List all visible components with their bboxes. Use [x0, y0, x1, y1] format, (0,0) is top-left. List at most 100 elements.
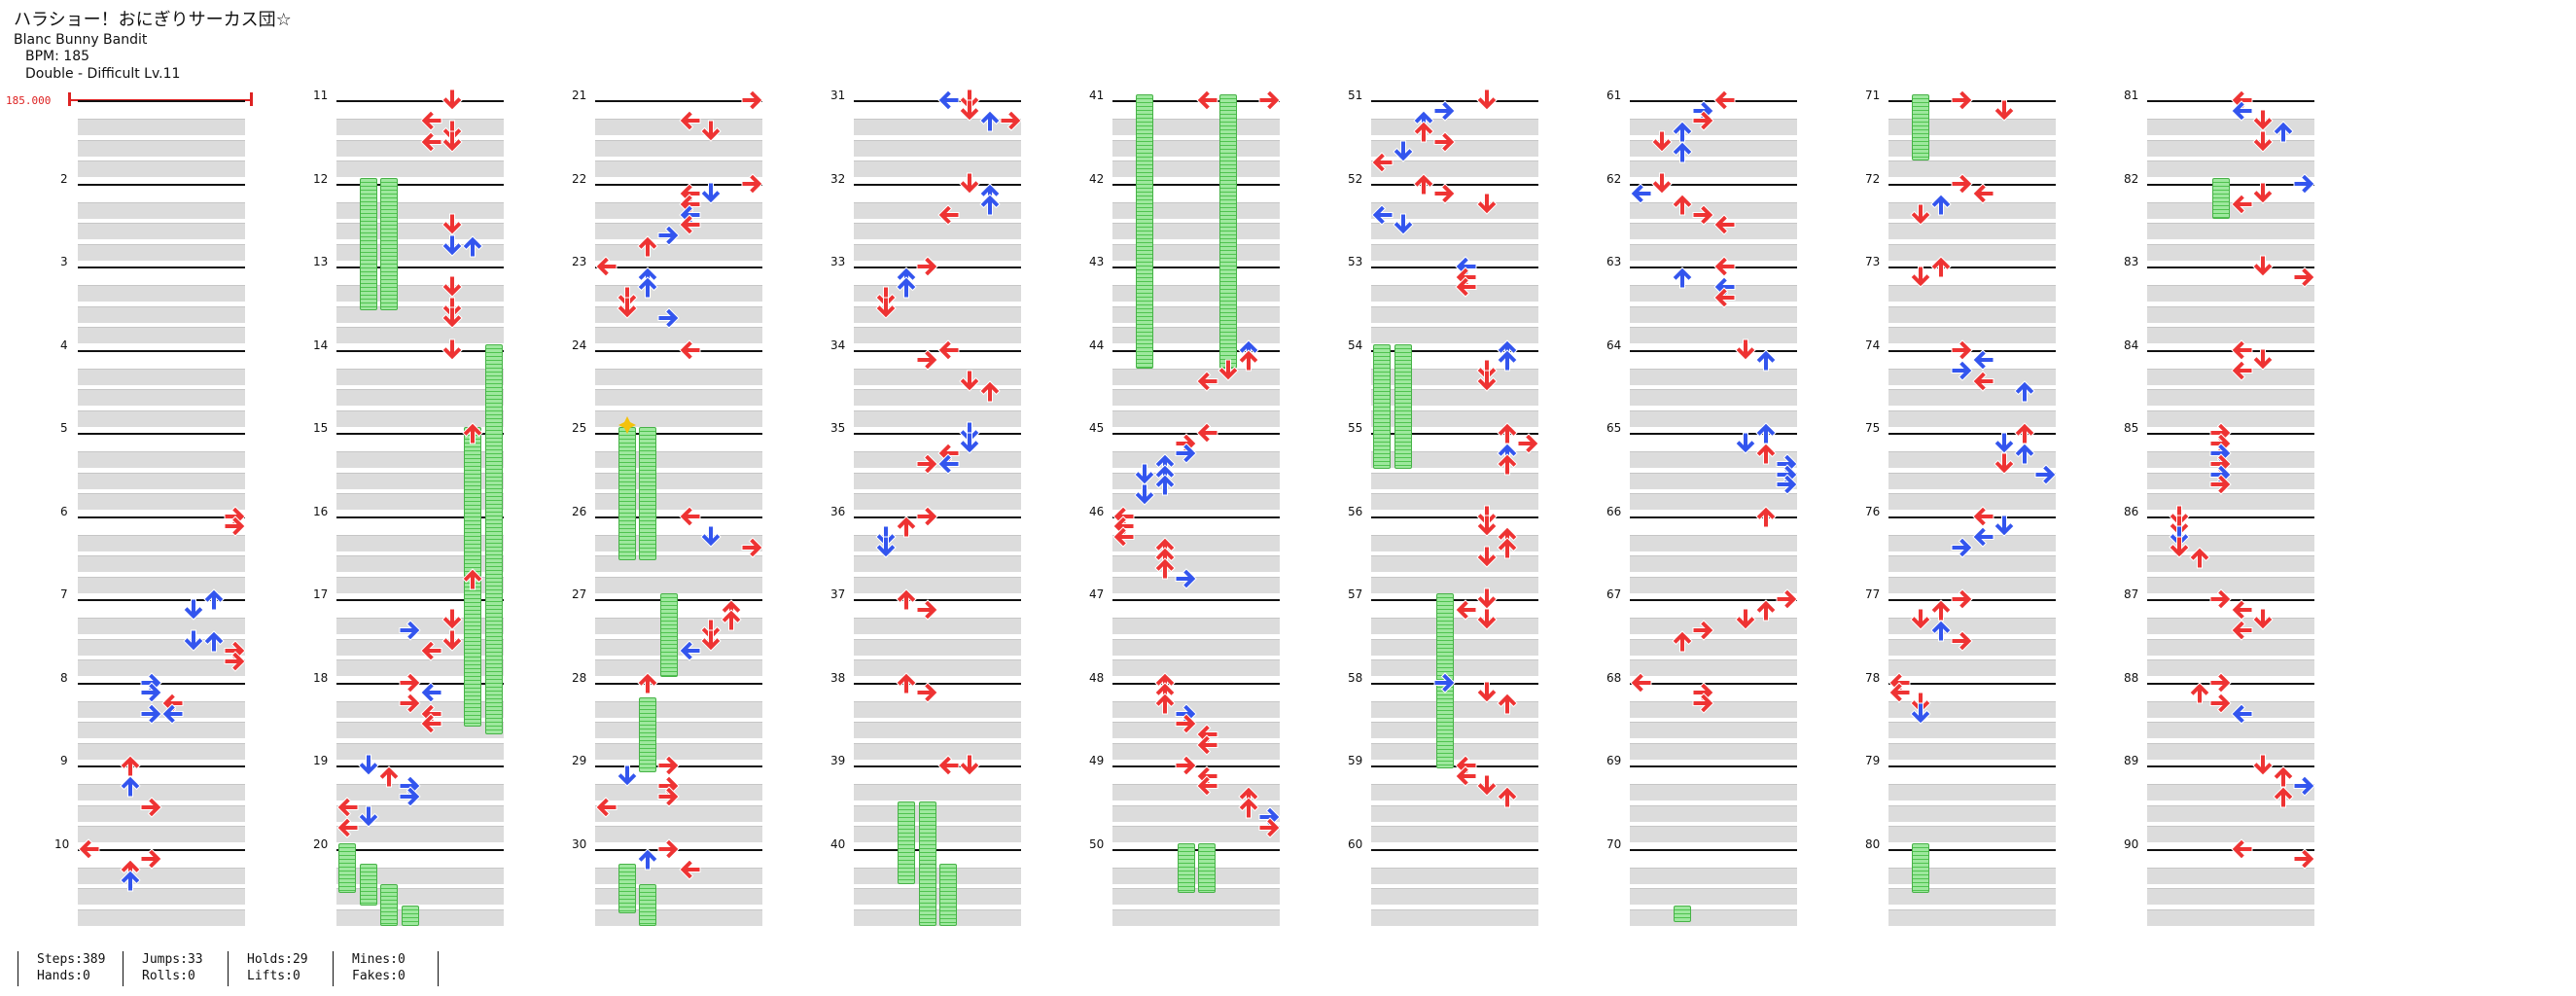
stat-hands: Hands:0 — [37, 969, 90, 983]
measure-number: 82 — [2124, 171, 2139, 186]
beat-stripe — [1888, 555, 2056, 573]
hold-note — [618, 427, 636, 560]
measure-line — [1112, 100, 1280, 102]
beat-stripe — [1630, 638, 1797, 656]
beat-stripe — [1888, 305, 2056, 323]
beat-stripe — [336, 160, 504, 178]
measure-number: 76 — [1865, 504, 1881, 518]
beat-stripe — [78, 305, 245, 323]
beat-stripe — [1371, 867, 1538, 884]
measure-line — [1371, 183, 1538, 186]
arrow-up-icon — [637, 848, 658, 871]
measure-line — [2147, 433, 2314, 435]
beat-stripe — [336, 700, 504, 718]
measure-number: 81 — [2124, 89, 2139, 102]
beat-stripe — [854, 700, 1021, 718]
arrow-up-icon — [1755, 505, 1777, 527]
beat-stripe — [595, 305, 762, 323]
arrow-right-icon — [399, 620, 421, 641]
arrow-left-icon — [937, 203, 960, 226]
beat-stripe — [2147, 784, 2314, 801]
arrow-right-icon — [140, 848, 162, 870]
measure-number: 85 — [2124, 421, 2139, 435]
beat-stripe — [78, 867, 245, 884]
arrow-down-icon — [958, 432, 980, 454]
arrow-up-icon — [2189, 682, 2210, 704]
beat-stripe — [78, 451, 245, 469]
measure-number: 61 — [1606, 89, 1622, 102]
arrow-up-icon — [1672, 630, 1693, 653]
measure-number: 9 — [60, 754, 68, 767]
measure-line — [336, 848, 504, 851]
beat-stripe — [78, 201, 245, 219]
measure-line — [2147, 100, 2314, 102]
arrow-up-icon — [2014, 380, 2035, 403]
arrow-up-icon — [1413, 172, 1434, 195]
measure-line — [595, 516, 762, 518]
arrow-right-icon — [2293, 266, 2315, 288]
arrow-up-icon — [2273, 121, 2294, 143]
measure-number: 21 — [572, 89, 587, 102]
measure-number: 17 — [313, 587, 329, 601]
arrow-up-icon — [896, 516, 917, 538]
beat-stripe — [1630, 409, 1797, 427]
measure-line — [1888, 765, 2056, 767]
beat-stripe — [336, 867, 504, 884]
beat-stripe — [1888, 472, 2056, 489]
arrow-left-icon — [2231, 837, 2253, 860]
beat-stripe — [1371, 305, 1538, 323]
measure-number: 37 — [830, 587, 846, 601]
measure-line — [1888, 848, 2056, 851]
measure-number: 49 — [1089, 754, 1105, 767]
beat-stripe — [1888, 576, 2056, 593]
beat-stripe — [1630, 472, 1797, 489]
arrow-down-icon — [357, 805, 379, 829]
arrow-up-icon — [1672, 141, 1693, 163]
arrow-right-icon — [140, 797, 162, 818]
beat-stripe — [78, 826, 245, 843]
measure-line — [595, 682, 762, 685]
beat-stripe — [1112, 555, 1280, 573]
beat-stripe — [1371, 409, 1538, 427]
arrow-up-icon — [120, 869, 141, 892]
beat-stripe — [854, 139, 1021, 157]
measure-number: 8 — [60, 670, 68, 685]
arrow-up-icon — [1930, 256, 1952, 278]
measure-line — [595, 848, 762, 851]
stats-mines-fakes: Mines:0 Fakes:0 — [352, 951, 440, 986]
beat-stripe — [336, 638, 504, 656]
measure-line — [1371, 682, 1538, 685]
hold-note — [639, 427, 656, 560]
beat-stripe — [1112, 409, 1280, 427]
measure-line — [1888, 349, 2056, 352]
arrow-left-icon — [2231, 194, 2253, 215]
arrow-down-icon — [699, 120, 722, 142]
beat-stripe — [1630, 576, 1797, 593]
measure-number: 64 — [1606, 338, 1622, 352]
measure-number: 28 — [572, 670, 587, 685]
beat-stripe — [2147, 243, 2314, 261]
beat-stripe — [2147, 722, 2314, 739]
measure-line — [1888, 267, 2056, 268]
measure-line — [854, 848, 1021, 851]
measure-line — [854, 183, 1021, 186]
arrow-down-icon — [2168, 536, 2190, 558]
beat-stripe — [595, 555, 762, 573]
beat-stripe — [336, 243, 504, 261]
beat-stripe — [2147, 285, 2314, 302]
bpm-marker-start-tick — [68, 92, 71, 106]
measure-line — [595, 183, 762, 186]
measure-number: 89 — [2124, 754, 2139, 767]
arrow-right-icon — [741, 172, 763, 195]
beat-stripe — [1112, 659, 1280, 677]
beat-stripe — [1112, 305, 1280, 323]
arrow-left-icon — [937, 89, 960, 111]
measure-line — [595, 100, 762, 102]
beat-stripe — [78, 389, 245, 407]
arrow-right-icon — [657, 786, 680, 807]
measure-number: 31 — [830, 89, 846, 102]
measure-line — [2147, 516, 2314, 518]
arrow-right-icon — [916, 598, 938, 621]
beat-stripe — [854, 576, 1021, 593]
arrow-down-icon — [441, 89, 463, 111]
